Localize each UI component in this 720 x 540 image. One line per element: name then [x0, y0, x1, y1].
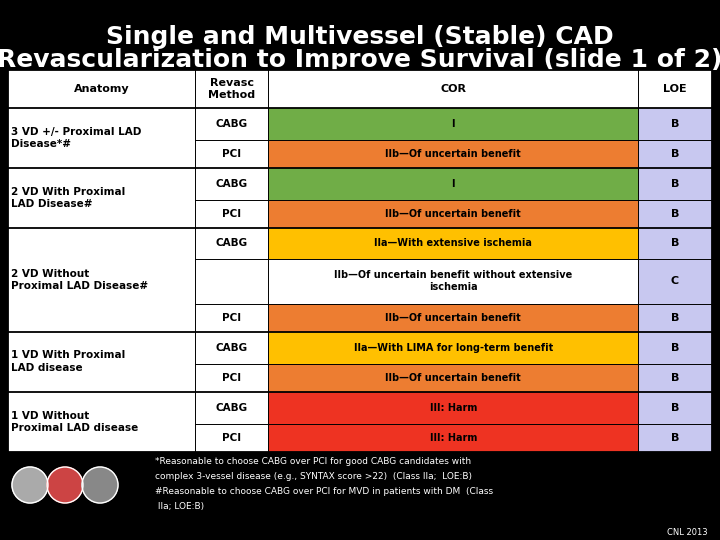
Text: PCI: PCI	[222, 210, 241, 219]
Bar	[269, 303, 638, 332]
Text: #Reasonable to choose CABG over PCI for MVD in patients with DM  (Class: #Reasonable to choose CABG over PCI for …	[155, 487, 493, 496]
Bar	[638, 364, 712, 392]
Text: IIa—With extensive ischemia: IIa—With extensive ischemia	[374, 239, 532, 248]
Bar	[8, 200, 269, 228]
Bar	[8, 364, 269, 392]
Text: B: B	[671, 119, 679, 129]
Text: CABG: CABG	[215, 179, 248, 190]
Bar	[8, 228, 269, 259]
Text: 3 VD +/- Proximal LAD
Disease*#: 3 VD +/- Proximal LAD Disease*#	[11, 127, 141, 149]
Text: 2 VD Without
Proximal LAD Disease#: 2 VD Without Proximal LAD Disease#	[11, 269, 148, 291]
Text: I: I	[451, 119, 455, 129]
Bar	[8, 259, 269, 303]
Bar	[8, 424, 269, 452]
Text: B: B	[671, 149, 679, 159]
Text: LOE: LOE	[663, 84, 687, 94]
Bar	[8, 168, 269, 200]
Bar	[638, 108, 712, 140]
Text: I: I	[451, 179, 455, 190]
Text: complex 3-vessel disease (e.g., SYNTAX score >22)  (Class IIa;  LOE:B): complex 3-vessel disease (e.g., SYNTAX s…	[155, 472, 472, 481]
Text: III: Harm: III: Harm	[430, 403, 477, 413]
Bar	[638, 228, 712, 259]
Text: B: B	[671, 433, 679, 443]
Bar	[638, 168, 712, 200]
Text: IIb—Of uncertain benefit: IIb—Of uncertain benefit	[385, 210, 521, 219]
Bar	[638, 303, 712, 332]
Bar	[269, 259, 638, 303]
Bar	[8, 303, 269, 332]
Text: PCI: PCI	[222, 313, 241, 322]
Text: B: B	[671, 239, 679, 248]
Text: 1 VD With Proximal
LAD disease: 1 VD With Proximal LAD disease	[11, 350, 125, 373]
Text: C: C	[671, 276, 679, 286]
Text: Anatomy: Anatomy	[73, 84, 129, 94]
Text: IIb—Of uncertain benefit: IIb—Of uncertain benefit	[385, 313, 521, 322]
Bar	[638, 200, 712, 228]
Bar	[269, 364, 638, 392]
Text: B: B	[671, 373, 679, 383]
Text: CABG: CABG	[215, 343, 248, 353]
Bar	[269, 108, 638, 140]
Bar	[638, 259, 712, 303]
Text: CABG: CABG	[215, 239, 248, 248]
Text: PCI: PCI	[222, 433, 241, 443]
Bar	[638, 392, 712, 424]
Text: CABG: CABG	[215, 403, 248, 413]
Text: PCI: PCI	[222, 149, 241, 159]
Text: B: B	[671, 343, 679, 353]
Text: Single and Multivessel (Stable) CAD: Single and Multivessel (Stable) CAD	[106, 25, 614, 49]
Text: Revascularization to Improve Survival (slide 1 of 2): Revascularization to Improve Survival (s…	[0, 48, 720, 72]
Bar	[8, 70, 712, 452]
Text: III: Harm: III: Harm	[430, 433, 477, 443]
Bar	[8, 392, 269, 424]
Bar	[8, 108, 269, 140]
Bar	[8, 140, 269, 168]
Bar	[269, 228, 638, 259]
Bar	[269, 332, 638, 364]
Text: IIa; LOE:B): IIa; LOE:B)	[155, 502, 204, 511]
Bar	[8, 70, 712, 108]
Bar	[269, 392, 638, 424]
Circle shape	[82, 467, 118, 503]
Text: COR: COR	[441, 84, 467, 94]
Bar	[638, 332, 712, 364]
Bar	[269, 168, 638, 200]
Text: CABG: CABG	[215, 119, 248, 129]
Text: IIa—With LIMA for long-term benefit: IIa—With LIMA for long-term benefit	[354, 343, 553, 353]
Text: CNL 2013: CNL 2013	[667, 528, 708, 537]
Text: *Reasonable to choose CABG over PCI for good CABG candidates with: *Reasonable to choose CABG over PCI for …	[155, 457, 471, 466]
Text: IIb—Of uncertain benefit: IIb—Of uncertain benefit	[385, 149, 521, 159]
Text: B: B	[671, 313, 679, 322]
Text: 1 VD Without
Proximal LAD disease: 1 VD Without Proximal LAD disease	[11, 411, 138, 433]
Text: IIb—Of uncertain benefit without extensive
ischemia: IIb—Of uncertain benefit without extensi…	[334, 270, 572, 292]
Text: B: B	[671, 179, 679, 190]
Bar	[269, 200, 638, 228]
Text: PCI: PCI	[222, 373, 241, 383]
Circle shape	[47, 467, 83, 503]
Text: 2 VD With Proximal
LAD Disease#: 2 VD With Proximal LAD Disease#	[11, 187, 125, 210]
Circle shape	[12, 467, 48, 503]
Bar	[638, 424, 712, 452]
Text: Revasc
Method: Revasc Method	[208, 78, 255, 100]
Text: B: B	[671, 403, 679, 413]
Bar	[638, 140, 712, 168]
Bar	[8, 332, 269, 364]
Text: IIb—Of uncertain benefit: IIb—Of uncertain benefit	[385, 373, 521, 383]
Bar	[269, 140, 638, 168]
Text: B: B	[671, 210, 679, 219]
Bar	[269, 424, 638, 452]
